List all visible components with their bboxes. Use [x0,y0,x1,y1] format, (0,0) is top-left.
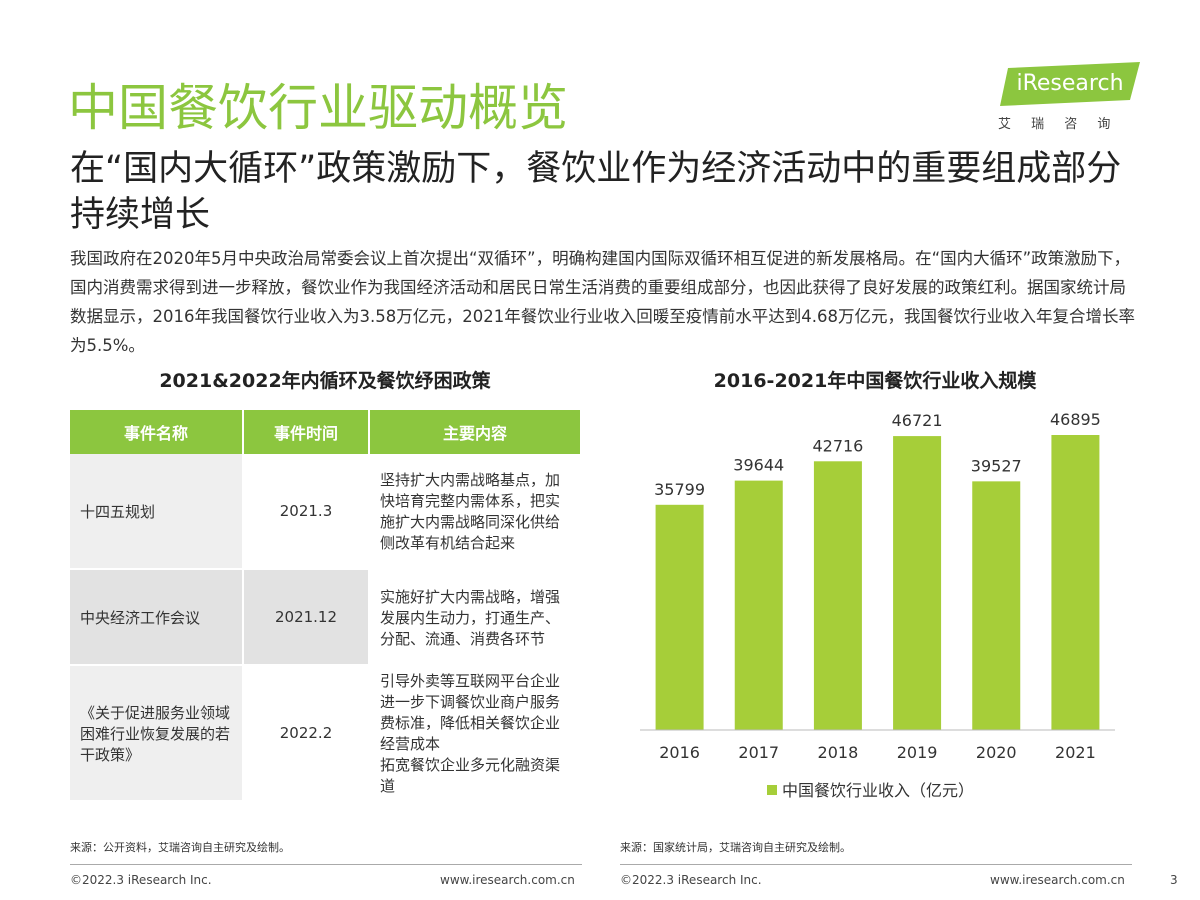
policy-table: 事件名称 事件时间 主要内容 十四五规划 2021.3 坚持扩大内需战略基点，加快培育完… [70,410,582,802]
data-label: 35799 [654,480,705,499]
bar [1051,435,1100,730]
x-tick-label: 2018 [818,743,859,762]
copyright: ©2022.3 iResearch Inc. [620,873,762,887]
legend-label: 中国餐饮行业收入（亿元） [782,781,974,800]
chart-title: 2016-2021年中国餐饮行业收入规模 [713,370,1037,392]
url: www.iresearch.com.cn [990,873,1125,887]
url: www.iresearch.com.cn [440,873,575,887]
cell-line: 拓宽餐饮企业多元化融资渠道 [380,756,561,795]
bar [893,436,942,730]
cell: 引导外卖等互联网平台企业进一步下调餐饮业商户服务费标准，降低相关餐饮企业经营成本… [370,666,582,802]
cell: 十四五规划 [70,454,244,570]
source: 来源：国家统计局，艾瑞咨询自主研究及绘制。 [620,841,851,854]
cell: 坚持扩大内需战略基点，加快培育完整内需体系，把实施扩大内需战略同深化供给侧改革有… [370,454,582,570]
x-tick-label: 2017 [738,743,779,762]
table-title: 2021&2022年内循环及餐饮纾困政策 [159,370,491,392]
logo-text: iResearch [1016,71,1123,96]
divider [70,864,582,865]
subtitle: 在“国内大循环”政策激励下，餐饮业作为经济活动中的重要组成部分持续增长 [70,149,1122,235]
cell: 中央经济工作会议 [70,570,244,666]
source: 来源：公开资料，艾瑞咨询自主研究及绘制。 [70,841,290,854]
body-text: 我国政府在2020年5月中央政治局常委会议上首次提出“双循环”，明确构建国内国际… [70,249,1135,355]
cell: 2021.3 [244,454,370,570]
page-number: 3 [1170,873,1178,887]
cell: 实施好扩大内需战略，增强发展内生动力，打通生产、分配、流通、消费各环节 [370,570,582,666]
cell-line: 引导外卖等互联网平台企业进一步下调餐饮业商户服务费标准，降低相关餐饮企业经营成本 [380,672,561,753]
bar [813,461,862,730]
logo-bg [1000,62,1140,106]
data-label: 46895 [1050,410,1101,429]
cell: 2022.2 [244,666,370,802]
bar [734,480,783,730]
bar [655,504,704,730]
header-cell: 事件名称 [70,410,244,454]
bar [972,481,1021,730]
x-tick-label: 2019 [897,743,938,762]
logo-cn: 艾 瑞 咨 询 [998,117,1118,132]
cell: 2021.12 [244,570,370,666]
legend-swatch [767,785,777,795]
data-label: 46721 [892,411,943,430]
copyright: ©2022.3 iResearch Inc. [70,873,212,887]
x-tick-label: 2021 [1055,743,1096,762]
x-tick-label: 2020 [976,743,1017,762]
chart: 35799 2016 39644 2017 42716 2018 46721 2019 3952… [640,410,1115,800]
data-label: 39644 [733,456,784,475]
data-label: 42716 [812,436,863,455]
data-label: 39527 [971,456,1022,475]
header-cell: 主要内容 [370,410,582,454]
cell: 《关于促进服务业领域困难行业恢复发展的若干政策》 [70,666,244,802]
title: 中国餐饮行业驱动概览 [68,79,568,137]
cell-line: 坚持扩大内需战略基点，加快培育完整内需体系，把实施扩大内需战略同深化供给侧改革有… [380,471,561,552]
divider [620,864,1132,865]
header-cell: 事件时间 [244,410,370,454]
x-tick-label: 2016 [659,743,700,762]
cell-line: 实施好扩大内需战略，增强发展内生动力，打通生产、分配、流通、消费各环节 [380,587,561,648]
logo: iResearch 艾 瑞 咨 询 [998,62,1140,132]
